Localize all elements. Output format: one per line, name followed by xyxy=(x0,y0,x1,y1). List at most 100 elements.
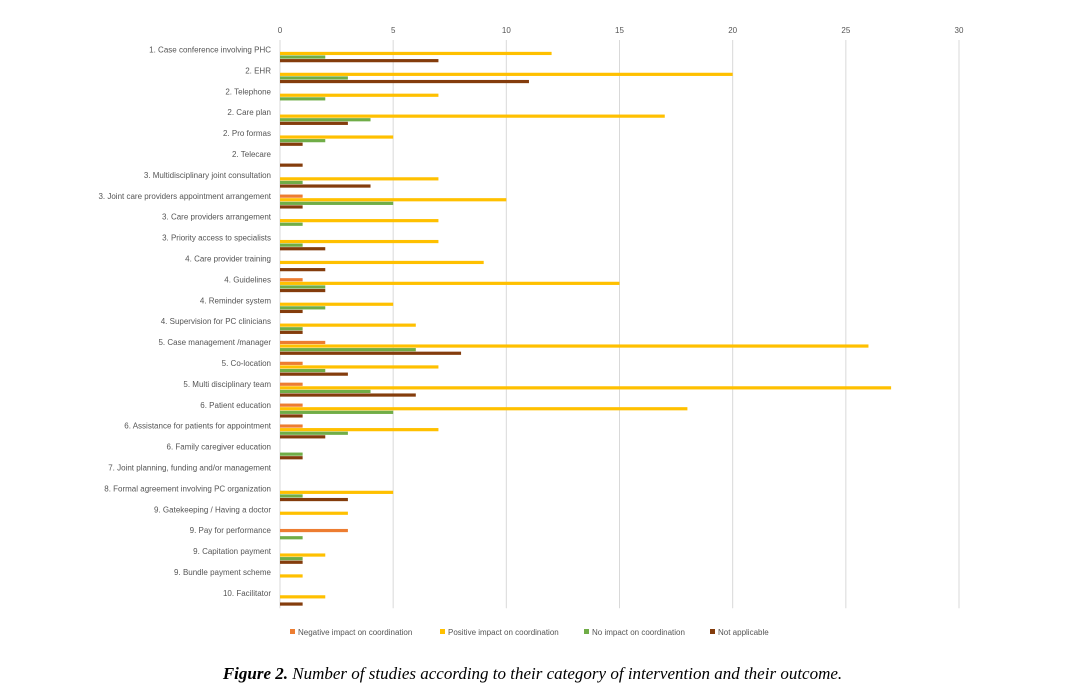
bar xyxy=(280,403,303,407)
bar xyxy=(280,163,303,167)
bar xyxy=(280,361,303,365)
category-label: 9. Pay for performance xyxy=(190,526,272,535)
bar xyxy=(280,452,303,456)
category-label: 10. Facilitator xyxy=(223,589,271,598)
bar xyxy=(280,351,462,355)
legend-swatch xyxy=(290,629,295,634)
x-tick-label: 5 xyxy=(391,26,396,35)
bar xyxy=(280,51,552,56)
category-label: 2. Care plan xyxy=(227,108,271,117)
category-label: 1. Case conference involving PHC xyxy=(149,45,271,54)
category-label: 2. Telephone xyxy=(225,87,271,96)
bar xyxy=(280,205,303,209)
legend-swatch xyxy=(440,629,445,634)
bar xyxy=(280,243,303,247)
bar xyxy=(280,340,326,345)
category-label: 8. Formal agreement involving PC organiz… xyxy=(104,484,271,493)
bar xyxy=(280,389,371,394)
x-tick-label: 20 xyxy=(728,26,737,35)
category-label: 5. Multi disciplinary team xyxy=(183,380,271,389)
bar xyxy=(280,219,439,223)
bar xyxy=(280,260,484,265)
category-label: 4. Guidelines xyxy=(224,275,271,284)
bar xyxy=(280,407,688,411)
x-tick-label: 30 xyxy=(955,26,964,35)
x-tick-label: 10 xyxy=(502,26,511,35)
bar xyxy=(280,118,371,122)
bar xyxy=(280,177,439,181)
bar xyxy=(280,553,326,557)
category-label: 6. Assistance for patients for appointme… xyxy=(124,422,272,431)
bar xyxy=(280,142,303,146)
bar xyxy=(280,55,326,59)
legend-label: No impact on coordination xyxy=(592,628,685,637)
category-label: 6. Family caregiver education xyxy=(167,443,272,452)
category-label: 4. Care provider training xyxy=(185,254,271,263)
bar xyxy=(280,281,620,285)
x-tick-label: 25 xyxy=(841,26,850,35)
category-label: 9. Gatekeeping / Having a doctor xyxy=(154,505,271,514)
bar xyxy=(280,201,394,205)
bar xyxy=(280,97,326,101)
bar xyxy=(280,327,303,331)
category-label: 3. Joint care providers appointment arra… xyxy=(98,192,271,201)
bar xyxy=(280,494,303,498)
category-label: 2. Pro formas xyxy=(223,129,271,138)
bar xyxy=(280,135,394,139)
bar xyxy=(280,114,665,118)
bar xyxy=(280,93,439,97)
bar xyxy=(280,602,303,606)
bar xyxy=(280,368,326,373)
bar xyxy=(280,239,439,244)
bar xyxy=(280,222,303,226)
bar xyxy=(280,372,348,376)
bar xyxy=(280,285,326,289)
bar xyxy=(280,431,348,435)
bar xyxy=(280,184,371,188)
bar xyxy=(280,288,326,293)
figure-caption: Figure 2. Number of studies according to… xyxy=(0,664,1065,684)
legend-label: Positive impact on coordination xyxy=(448,628,559,637)
category-label: 3. Care providers arrangement xyxy=(162,213,272,222)
bar xyxy=(280,595,326,599)
bar xyxy=(280,410,394,414)
bar xyxy=(280,302,394,306)
bar xyxy=(280,323,416,327)
bar xyxy=(280,560,303,564)
legend-label: Negative impact on coordination xyxy=(298,628,412,637)
bar xyxy=(280,536,303,540)
bar-chart: 0 5 10 15 20 25 30 1. Case conference involving… xyxy=(98,26,964,637)
category-label: 2. Telecare xyxy=(232,150,272,159)
bar xyxy=(280,79,529,84)
x-tick-label: 15 xyxy=(615,26,624,35)
legend-swatch xyxy=(584,629,589,634)
bar xyxy=(280,330,303,334)
category-label: 6. Patient education xyxy=(200,401,271,410)
category-label: 3. Multidisciplinary joint consultation xyxy=(144,171,271,180)
bar xyxy=(280,414,303,418)
legend-label: Not applicable xyxy=(718,628,769,637)
category-label: 7. Joint planning, funding and/or manage… xyxy=(108,463,272,472)
bar xyxy=(280,309,303,314)
figure-caption-label: Figure 2. xyxy=(222,664,289,683)
bar xyxy=(280,76,348,80)
bar xyxy=(280,306,326,310)
bar xyxy=(280,435,326,439)
bar xyxy=(280,344,869,348)
category-label: 4. Supervision for PC clinicians xyxy=(161,317,271,326)
bar xyxy=(280,497,348,502)
bar xyxy=(280,247,326,251)
bar xyxy=(280,278,303,282)
bar xyxy=(280,139,326,143)
category-label: 5. Case management /manager xyxy=(158,338,271,347)
category-label: 2. EHR xyxy=(245,66,271,75)
bar xyxy=(280,511,348,515)
bar xyxy=(280,528,348,533)
bar xyxy=(280,428,439,432)
bar xyxy=(280,490,394,494)
category-label: 5. Co-location xyxy=(222,359,271,368)
legend-swatch xyxy=(710,629,715,634)
bar xyxy=(280,424,303,428)
category-label: 4. Reminder system xyxy=(200,296,271,305)
category-label: 3. Priority access to specialists xyxy=(162,234,271,243)
